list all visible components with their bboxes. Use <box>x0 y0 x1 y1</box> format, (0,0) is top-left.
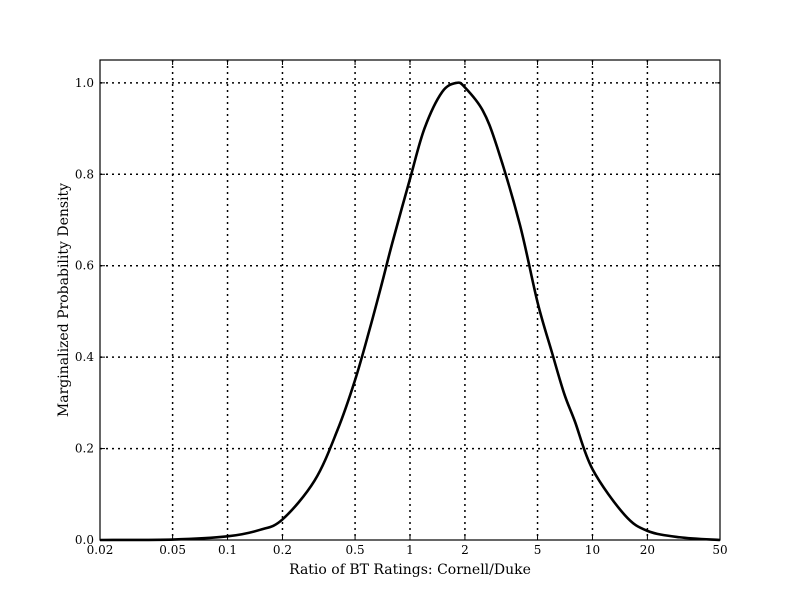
x-tick-label: 1 <box>406 543 414 557</box>
y-tick-label: 0.6 <box>75 259 94 273</box>
x-tick-label: 0.02 <box>87 543 114 557</box>
x-tick-label: 5 <box>534 543 542 557</box>
x-tick-label: 0.1 <box>218 543 237 557</box>
x-tick-label: 0.5 <box>346 543 365 557</box>
y-tick-label: 0.0 <box>75 533 94 547</box>
x-tick-label: 2 <box>461 543 469 557</box>
tick-layer: 0.02 0.05 0.1 0.2 0.5 1 2 5 10 20 50 0.0 0.2 0.4 0.6 0.… <box>75 60 728 557</box>
x-axis-label: Ratio of BT Ratings: Cornell/Duke <box>289 562 531 578</box>
x-tick-label: 0.05 <box>159 543 186 557</box>
x-tick-label: 20 <box>640 543 655 557</box>
y-tick-label: 1.0 <box>75 76 94 90</box>
x-tick-label: 50 <box>712 543 727 557</box>
y-tick-label: 0.4 <box>75 350 94 364</box>
y-axis-label: Marginalized Probability Density <box>56 183 72 417</box>
y-tick-label: 0.8 <box>75 167 94 181</box>
series-line <box>99 81 721 542</box>
x-tick-label: 10 <box>585 543 600 557</box>
y-tick-label: 0.2 <box>75 442 94 456</box>
x-tick-label: 0.2 <box>273 543 292 557</box>
